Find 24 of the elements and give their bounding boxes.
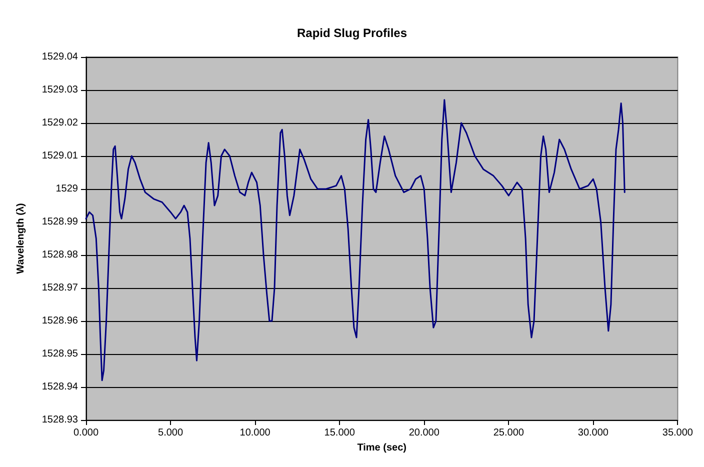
x-tick-label: 30.000 bbox=[578, 428, 609, 438]
y-axis-title: Wavelength (λ) bbox=[16, 203, 26, 274]
y-tick-label: 1528.93 bbox=[42, 414, 78, 426]
x-axis-title: Time (sec) bbox=[357, 442, 406, 454]
y-tick-label: 1528.97 bbox=[42, 282, 78, 294]
y-tick-label: 1528.94 bbox=[42, 382, 78, 392]
y-tick-label: 1529.04 bbox=[42, 52, 78, 62]
x-tick-label: 35.000 bbox=[662, 428, 694, 438]
x-tick-label: 0.000 bbox=[73, 428, 99, 438]
y-tick-label: 1529 bbox=[56, 184, 78, 194]
x-tick-label: 20.000 bbox=[408, 428, 440, 438]
y-tick-label: 1528.96 bbox=[42, 316, 78, 326]
y-tick-label: 1529.03 bbox=[42, 84, 78, 96]
y-tick-label: 1528.95 bbox=[42, 348, 78, 360]
y-tick-label: 1529.02 bbox=[42, 118, 78, 128]
y-tick-label: 1528.98 bbox=[42, 250, 78, 260]
y-tick-label: 1528.99 bbox=[42, 216, 78, 228]
x-tick-label: 15.000 bbox=[324, 428, 356, 438]
x-tick-label: 25.000 bbox=[493, 428, 524, 438]
x-tick-label: 5.000 bbox=[158, 428, 184, 438]
y-tick-label: 1529.01 bbox=[42, 150, 78, 162]
x-tick-label: 10.000 bbox=[240, 428, 271, 438]
chart-title: Rapid Slug Profiles bbox=[296, 26, 408, 40]
line-series bbox=[85, 99, 626, 382]
